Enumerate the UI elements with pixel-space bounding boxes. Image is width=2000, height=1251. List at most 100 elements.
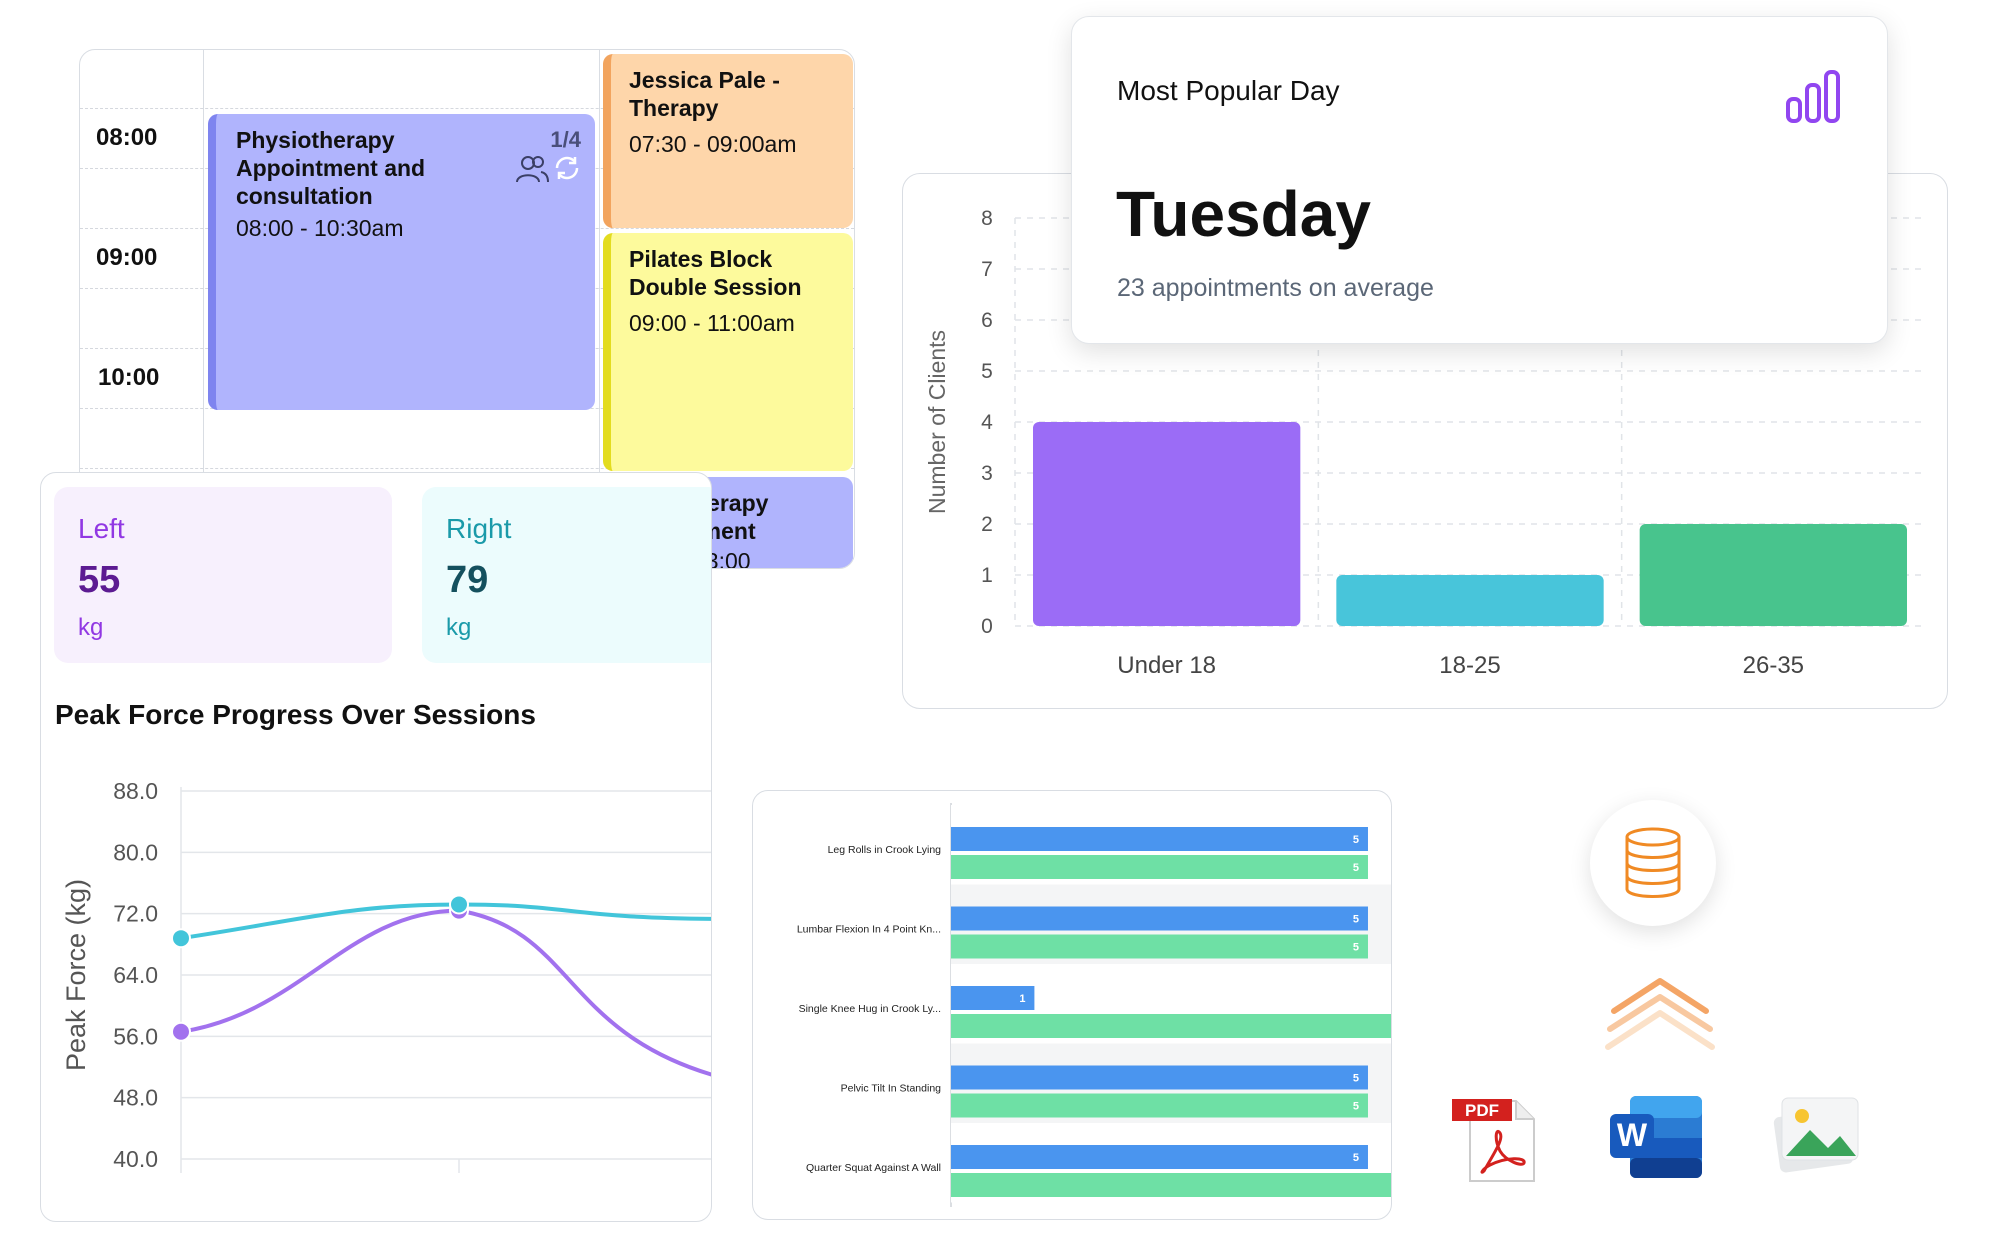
bar — [1639, 524, 1907, 626]
word-file-icon[interactable]: W — [1608, 1094, 1704, 1182]
bar — [951, 906, 1368, 931]
y-tick-label: 40.0 — [113, 1146, 158, 1172]
y-tick-label: 56.0 — [113, 1023, 158, 1049]
bar — [951, 1093, 1368, 1118]
bar — [1033, 422, 1301, 626]
event-time: 13:00 — [693, 548, 751, 569]
most-popular-day-card: Most Popular Day Tuesday 23 appointments… — [1071, 16, 1888, 344]
data-label: 1 — [1019, 993, 1025, 1005]
bar — [951, 986, 1035, 1010]
event-title: Physiotherapy Appointment and consultati… — [236, 127, 426, 209]
y-tick-label: 88.0 — [113, 778, 158, 804]
chevrons-up-icon — [1605, 978, 1715, 1050]
category-label: Lumbar Flexion In 4 Point Kn... — [797, 924, 941, 936]
word-icon-label: W — [1617, 1117, 1648, 1153]
stat-value: 79 — [446, 559, 489, 601]
attendee-counter: 1/4 — [550, 127, 581, 152]
stat-label: Right — [446, 513, 512, 544]
right-force-stat: Right 79 kg — [422, 487, 711, 663]
event-title: Pilates Block Double Session — [629, 246, 802, 300]
y-tick-label: 6 — [981, 309, 993, 332]
recurring-icon — [555, 156, 579, 180]
y-tick-label: 4 — [981, 411, 993, 434]
bar — [1336, 575, 1604, 626]
image-file-icon[interactable] — [1766, 1092, 1864, 1180]
stat-unit: kg — [78, 614, 104, 641]
category-label: Leg Rolls in Crook Lying — [828, 844, 942, 856]
y-axis-label: Peak Force (kg) — [61, 879, 91, 1071]
pdf-icon-label: PDF — [1465, 1101, 1499, 1120]
popular-day-value: Tuesday — [1116, 178, 1371, 250]
bar — [951, 1145, 1368, 1169]
time-column — [80, 50, 204, 568]
time-label: 08:00 — [96, 124, 158, 151]
left-force-stat: Left 55 kg — [54, 487, 392, 663]
time-label: 09:00 — [96, 244, 158, 271]
event-time: 07:30 - 09:00am — [629, 131, 797, 157]
y-tick-label: 7 — [981, 258, 993, 281]
data-label: 5 — [1353, 862, 1359, 874]
y-tick-label: 2 — [981, 513, 993, 536]
peak-force-line-chart: 88.0 80.0 72.0 64.0 56.0 48.0 40.0 Peak Force (… — [61, 778, 711, 1173]
grid-line — [80, 468, 854, 469]
grid-line — [80, 108, 854, 109]
event-time: 08:00 - 10:30am — [236, 215, 404, 241]
event-title: Jessica Pale - Therapy — [629, 67, 780, 121]
pdf-file-icon[interactable]: PDF — [1450, 1095, 1542, 1187]
event-jessica-pale[interactable]: Jessica Pale - Therapy 07:30 - 09:00am — [603, 54, 853, 228]
time-label: 10:00 — [98, 364, 160, 391]
data-label: 5 — [1353, 834, 1359, 846]
bar — [951, 934, 1368, 959]
bar — [951, 1173, 1391, 1197]
chart-title: Peak Force Progress Over Sessions — [55, 699, 536, 730]
bar — [951, 1065, 1368, 1090]
event-title-line2: tment — [693, 518, 756, 544]
database-icon — [1625, 827, 1681, 898]
y-tick-label: 64.0 — [113, 962, 158, 988]
event-pilates[interactable]: Pilates Block Double Session 09:00 - 11:… — [603, 233, 853, 471]
stat-value: 55 — [78, 559, 121, 601]
y-axis-label: Number of Clients — [924, 330, 950, 514]
data-label: 5 — [1353, 1073, 1359, 1085]
data-point — [171, 928, 191, 949]
card-label: Most Popular Day — [1117, 75, 1340, 106]
data-label: 5 — [1353, 1152, 1359, 1164]
y-tick-label: 0 — [981, 615, 993, 638]
exercise-bar-chart: Leg Rolls in Crook Lying 5 5 Lumbar Flexion… — [797, 803, 1391, 1207]
x-tick-label: 18-25 — [1439, 652, 1500, 679]
bar — [951, 1014, 1391, 1038]
y-tick-label: 5 — [981, 360, 993, 383]
popular-day-subtitle: 23 appointments on average — [1117, 274, 1434, 302]
category-label: Pelvic Tilt In Standing — [841, 1083, 942, 1095]
bar — [951, 827, 1368, 851]
database-button[interactable] — [1590, 800, 1716, 926]
data-point — [449, 894, 469, 915]
y-tick-label: 48.0 — [113, 1085, 158, 1111]
y-tick-label: 8 — [981, 207, 993, 230]
age-bar-chart: 0 1 2 3 4 5 6 7 8 Under 18 18-25 26-35 Number of Cli… — [924, 207, 1925, 679]
stat-label: Left — [78, 513, 125, 544]
stat-unit: kg — [446, 614, 472, 641]
bar — [951, 855, 1368, 879]
y-tick-label: 80.0 — [113, 839, 158, 865]
category-label: Single Knee Hug in Crook Ly... — [799, 1003, 941, 1015]
event-title: herapy — [693, 490, 769, 516]
group-icon — [516, 156, 549, 183]
event-time: 09:00 - 11:00am — [629, 310, 795, 336]
data-label: 5 — [1353, 942, 1359, 954]
bar-chart-icon — [1786, 70, 1840, 123]
y-tick-label: 72.0 — [113, 901, 158, 927]
x-tick-label: 26-35 — [1743, 652, 1804, 679]
event-physiotherapy[interactable]: Physiotherapy Appointment and consultati… — [208, 114, 595, 410]
data-point — [171, 1021, 191, 1042]
column-divider — [599, 50, 600, 568]
series-line — [180, 908, 711, 1077]
peak-force-card: Left 55 kg Right 79 kg Peak Force Progre… — [40, 472, 712, 1222]
category-label: Quarter Squat Against A Wall — [806, 1162, 941, 1174]
x-tick-label: Under 18 — [1117, 652, 1216, 679]
y-tick-label: 3 — [981, 462, 993, 485]
exercise-sets-chart-card: Leg Rolls in Crook Lying 5 5 Lumbar Flexion… — [752, 790, 1392, 1220]
y-tick-label: 1 — [981, 564, 993, 587]
data-label: 5 — [1353, 914, 1359, 926]
data-label: 5 — [1353, 1101, 1359, 1113]
